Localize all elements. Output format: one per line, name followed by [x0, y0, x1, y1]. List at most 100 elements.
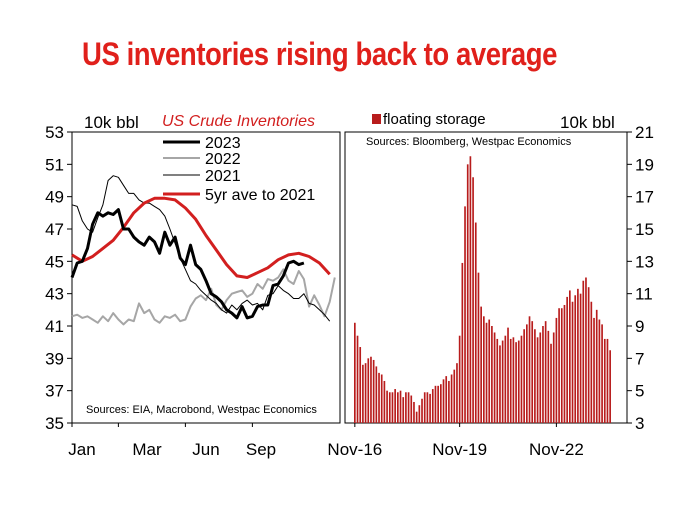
floating-storage-bar: [415, 411, 418, 423]
right-y-tick-label: 17: [635, 188, 654, 207]
floating-storage-bar: [544, 321, 547, 423]
floating-storage-bar: [429, 393, 431, 423]
floating-storage-bar: [587, 287, 590, 423]
floating-storage-bar: [480, 306, 482, 423]
floating-storage-bar: [593, 317, 595, 423]
floating-storage-bar: [474, 222, 477, 423]
floating-storage-bar: [418, 405, 421, 423]
floating-storage-bar: [483, 316, 485, 423]
legend-left: 2023 2022 2021 5yr ave to 2021: [163, 135, 315, 204]
left-y-tick-label: 37: [45, 382, 64, 401]
floating-storage-bar: [488, 319, 491, 423]
floating-storage-bar: [550, 343, 552, 423]
floating-storage-bar: [375, 366, 378, 423]
floating-storage-bar: [469, 156, 472, 423]
left-x-tick-label: Jun: [192, 440, 219, 459]
floating-storage-bar: [512, 337, 515, 423]
left-y-tick-label: 45: [45, 252, 64, 271]
right-y-tick-label: 5: [635, 382, 644, 401]
floating-storage-bar: [472, 177, 474, 423]
floating-storage-bar: [509, 338, 512, 423]
left-y-tick-label: 43: [45, 285, 64, 304]
series-line-5yr-ave-to-2021: [71, 196, 331, 279]
floating-storage-bar: [410, 395, 413, 423]
floating-storage-bar: [448, 380, 450, 423]
floating-storage-bar: [445, 376, 448, 423]
right-y-tick-label: 11: [635, 285, 653, 304]
floating-storage-bar: [585, 277, 587, 423]
floating-storage-bar: [577, 288, 579, 423]
floating-storage-bar: [458, 335, 461, 423]
left-y-tick-label: 47: [45, 220, 64, 239]
floating-storage-bar: [370, 356, 372, 423]
floating-storage-bar: [528, 316, 531, 423]
floating-storage-bar: [491, 326, 493, 423]
floating-storage-bar: [590, 301, 593, 423]
floating-storage-bar: [552, 332, 555, 423]
floating-storage-bar: [456, 363, 458, 423]
legend-swatch-floating-storage: [372, 114, 381, 124]
floating-storage-bar: [507, 327, 509, 423]
legend-label-2023: 2023: [205, 135, 241, 152]
left-x-tick-label: Mar: [132, 440, 162, 459]
floating-storage-bar: [466, 164, 469, 423]
floating-storage-bar: [536, 337, 539, 423]
floating-storage-bar: [609, 350, 611, 423]
floating-storage-bar: [423, 392, 426, 423]
floating-storage-bar: [399, 390, 402, 423]
floating-storage-bar: [606, 338, 609, 423]
right-source-note: Sources: Bloomberg, Westpac Economics: [366, 136, 572, 148]
floating-storage-bar: [362, 364, 364, 423]
legend-label-5yr: 5yr ave to 2021: [205, 187, 315, 204]
floating-storage-bar: [501, 340, 504, 423]
floating-storage-bar: [542, 326, 544, 423]
page-title: US inventories rising back to average: [82, 36, 558, 72]
floating-storage-bar: [547, 330, 550, 423]
floating-storage-bar: [461, 262, 464, 423]
floating-storage-bar: [364, 363, 367, 423]
floating-storage-bar: [378, 372, 380, 423]
floating-storage-bar: [520, 335, 523, 423]
floating-storage-bar: [356, 335, 359, 423]
floating-storage-bar: [579, 293, 582, 423]
floating-storage-bar: [539, 332, 542, 423]
legend-label-floating-storage: floating storage: [383, 111, 486, 128]
floating-storage-bar: [555, 317, 558, 423]
floating-storage-bar: [464, 206, 466, 423]
floating-storage-bar: [413, 401, 415, 423]
floating-storage-bar: [450, 374, 453, 423]
right-x-tick-label: Nov-19: [432, 440, 487, 459]
floating-storage-bar: [531, 321, 534, 423]
left-source-note: Sources: EIA, Macrobond, Westpac Economi…: [86, 404, 317, 416]
left-y-tick-label: 35: [45, 414, 64, 433]
floating-storage-bar: [574, 295, 577, 423]
floating-storage-bar: [477, 272, 480, 423]
floating-storage-bar: [426, 392, 429, 423]
floating-storage-bar: [397, 392, 399, 423]
floating-storage-bar: [560, 308, 563, 423]
right-y-unit-label: 10k bbl: [560, 113, 615, 132]
left-y-tick-label: 51: [45, 155, 64, 174]
floating-storage-bar: [517, 340, 520, 423]
left-y-tick-label: 39: [45, 349, 64, 368]
floating-storage-bar: [493, 332, 496, 423]
right-x-tick-label: Nov-22: [529, 440, 584, 459]
floating-storage-bar: [442, 379, 445, 423]
floating-storage-bar: [388, 392, 391, 423]
floating-storage-bar: [372, 359, 375, 423]
floating-storage-bar: [383, 380, 386, 423]
floating-storage-bar: [485, 322, 488, 423]
floating-storage-bar: [394, 389, 396, 423]
floating-storage-bar: [515, 342, 517, 423]
right-y-tick-label: 13: [635, 252, 654, 271]
floating-storage-bar: [437, 385, 439, 423]
floating-storage-bar: [367, 358, 370, 423]
right-y-tick-label: 3: [635, 414, 644, 433]
floating-storage-bar: [431, 389, 434, 423]
floating-storage-bar: [534, 329, 536, 423]
left-y-tick-label: 41: [45, 317, 64, 336]
floating-storage-bar: [571, 301, 574, 423]
floating-storage-bar: [440, 384, 442, 423]
floating-storage-bar: [563, 304, 566, 423]
right-x-tick-label: Nov-16: [327, 440, 382, 459]
